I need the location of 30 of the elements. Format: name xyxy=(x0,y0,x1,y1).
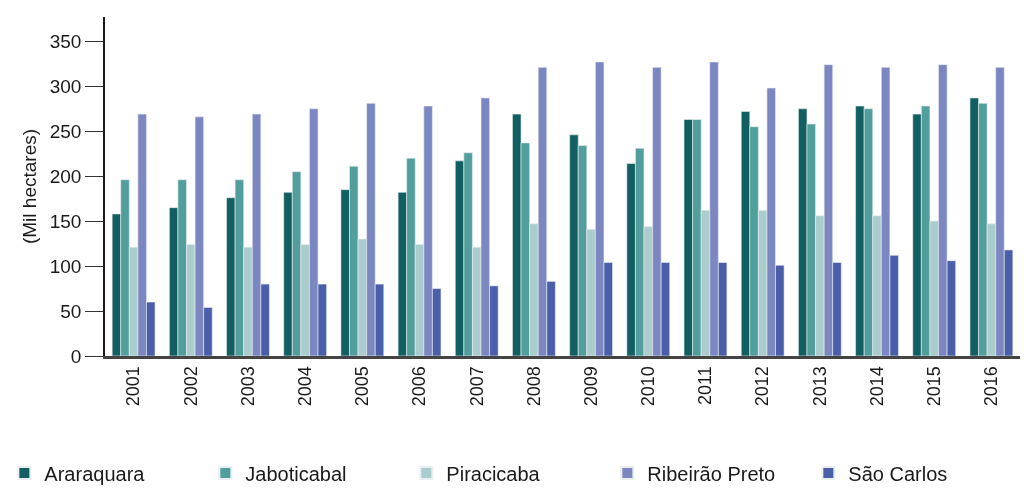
x-tick-label: 2009 xyxy=(580,366,601,407)
x-tick-label: 2011 xyxy=(695,366,716,405)
legend-label: Piracicaba xyxy=(446,462,541,485)
y-tick-label: 50 xyxy=(60,300,82,322)
x-tick-label: 2012 xyxy=(752,366,773,407)
y-tick-label: 100 xyxy=(49,255,82,277)
x-tick-label: 2014 xyxy=(866,366,887,407)
legend-label: Jaboticabal xyxy=(245,462,347,485)
x-tick-label: 2010 xyxy=(638,366,659,407)
legend-label: São Carlos xyxy=(848,462,948,485)
y-tick-label: 150 xyxy=(49,210,82,232)
x-tick-label: 2001 xyxy=(123,366,144,407)
legend-label: Ribeirão Preto xyxy=(647,462,776,485)
y-tick-label: 350 xyxy=(49,30,82,52)
x-tick-label: 2007 xyxy=(466,366,487,407)
x-tick-label: 2003 xyxy=(237,366,258,407)
legend-label: Araraquara xyxy=(44,462,146,485)
x-tick-label: 2004 xyxy=(295,366,316,407)
y-tick-label: 0 xyxy=(70,345,82,367)
x-tick-label: 2016 xyxy=(981,366,1002,407)
y-tick-label: 200 xyxy=(49,165,82,187)
y-tick-label: 250 xyxy=(49,120,82,142)
y-axis-title: (Mil hectares) xyxy=(19,128,41,245)
x-tick-label: 2005 xyxy=(352,366,373,407)
x-tick-label: 2013 xyxy=(809,366,830,407)
x-tick-label: 2006 xyxy=(409,366,430,407)
x-tick-label: 2008 xyxy=(523,366,544,407)
y-tick-label: 300 xyxy=(49,75,82,97)
x-tick-label: 2002 xyxy=(180,366,201,407)
x-tick-label: 2015 xyxy=(924,366,945,407)
